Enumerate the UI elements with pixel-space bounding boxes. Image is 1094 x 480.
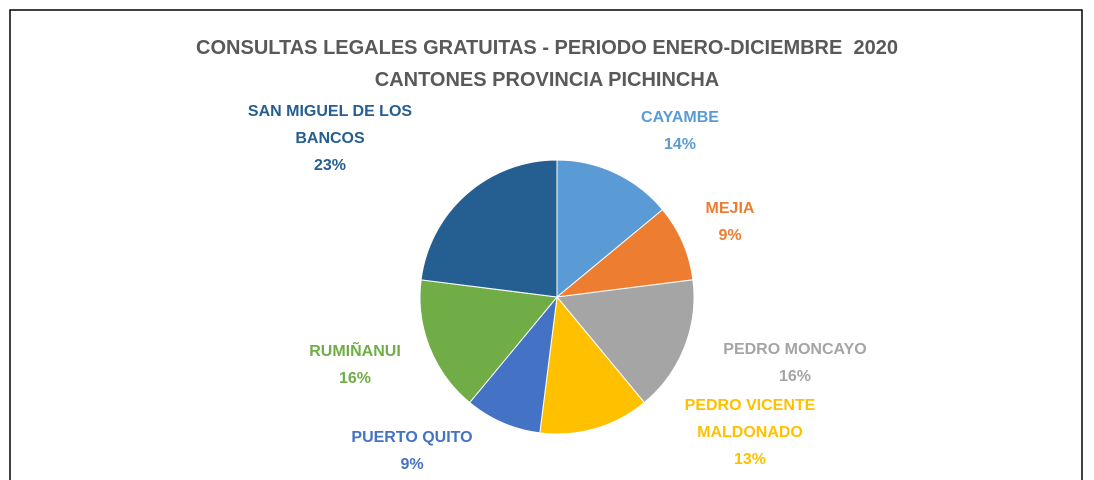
chart-border	[9, 9, 1083, 480]
category-label: PEDRO VICENTE MALDONADO	[684, 397, 816, 441]
pie-slice	[539, 295, 646, 435]
category-label: RUMIÑANUI	[309, 343, 401, 360]
value-label: 16%	[338, 370, 372, 387]
value-label: 9%	[400, 456, 424, 473]
slice-label: PEDRO VICENTE MALDONADO 13%	[660, 392, 840, 473]
slice-label: PEDRO MONCAYO 16%	[690, 336, 900, 390]
category-label: SAN MIGUEL DE LOS BANCOS	[247, 103, 413, 147]
value-label: 9%	[718, 227, 742, 244]
category-label: PEDRO MONCAYO	[723, 341, 867, 358]
category-label: CAYAMBE	[641, 109, 719, 126]
pie-slice	[556, 159, 664, 299]
pie-slice	[419, 279, 558, 404]
value-label: 16%	[778, 368, 812, 385]
pie-slice	[420, 159, 558, 298]
chart-subtitle: CANTONES PROVINCIA PICHINCHA	[374, 69, 720, 91]
slice-label: PUERTO QUITO 9%	[322, 424, 502, 478]
value-label: 14%	[663, 136, 697, 153]
pie-slice	[556, 279, 695, 404]
category-label: MEJIA	[705, 200, 755, 217]
value-label: 23%	[313, 157, 347, 174]
slice-label: CAYAMBE 14%	[610, 104, 750, 158]
slice-label: SAN MIGUEL DE LOS BANCOS 23%	[240, 98, 420, 179]
value-label: 13%	[733, 451, 767, 468]
chart-title: CONSULTAS LEGALES GRATUITAS - PERIODO EN…	[196, 37, 898, 59]
slice-label: RUMIÑANUI 16%	[280, 338, 430, 392]
slice-label: MEJIA 9%	[690, 195, 770, 249]
category-label: PUERTO QUITO	[351, 429, 473, 446]
